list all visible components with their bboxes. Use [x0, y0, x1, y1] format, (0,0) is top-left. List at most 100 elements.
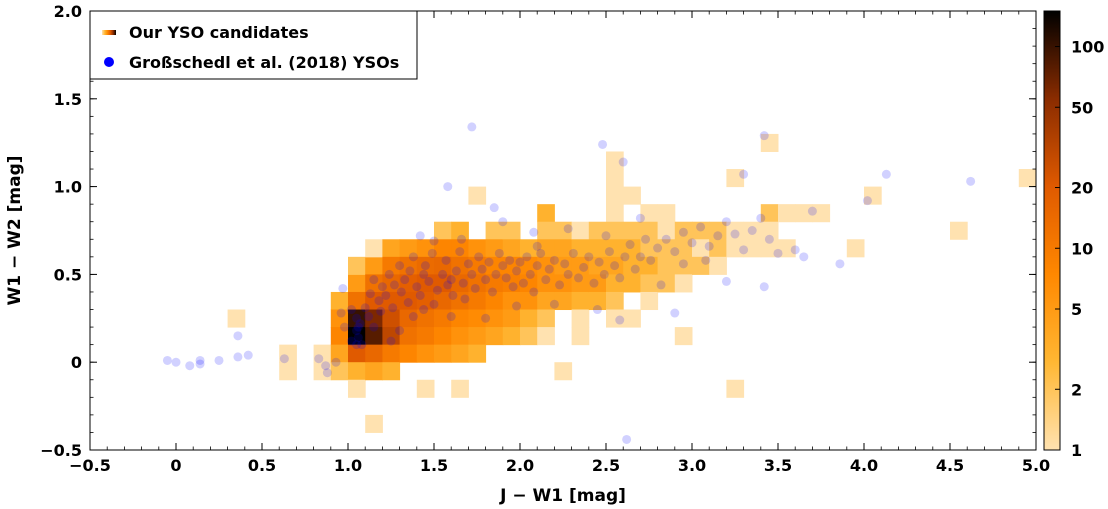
scatter-point: [388, 303, 398, 313]
heatmap-bin: [537, 291, 555, 311]
scatter-point: [408, 252, 418, 262]
heatmap-bin: [537, 256, 555, 275]
scatter-point: [448, 290, 458, 300]
heatmap-bin: [606, 309, 624, 328]
scatter-point: [494, 248, 504, 258]
scatter-point: [376, 306, 386, 316]
scatter-point: [759, 131, 769, 141]
heatmap-bin: [451, 256, 469, 275]
x-tick-label: 1.0: [334, 456, 362, 475]
scatter-point: [730, 229, 740, 239]
scatter-point: [525, 269, 535, 279]
scatter-point: [518, 278, 528, 288]
heatmap-bin: [365, 344, 383, 363]
scatter-point: [395, 261, 405, 271]
heatmap-bin: [537, 221, 555, 240]
heatmap-bin: [674, 256, 693, 275]
scatter-point: [721, 217, 731, 227]
scatter-point: [484, 257, 494, 267]
heatmap-bin: [451, 221, 469, 240]
heatmap-bin: [416, 274, 435, 293]
x-tick-label: 1.5: [420, 456, 448, 475]
heatmap-bin: [657, 221, 676, 240]
scatter-point: [451, 266, 461, 276]
heatmap-bin: [520, 274, 538, 293]
heatmap-bin: [485, 256, 504, 275]
heatmap-bin: [846, 239, 865, 258]
scatter-point: [352, 313, 362, 323]
scatter-point: [532, 261, 542, 271]
scatter-point: [573, 273, 583, 283]
scatter-point: [346, 336, 356, 346]
scatter-point: [522, 252, 532, 262]
heatmap-bin: [451, 291, 469, 311]
heatmap-bin: [382, 327, 401, 346]
scatter-point: [563, 269, 573, 279]
heatmap-bin: [537, 274, 555, 293]
colorbar-ticks: 1 2 5 10 20 50 100: [1055, 38, 1104, 460]
legend-marker-gradient: [102, 30, 116, 35]
scatter-point: [501, 273, 511, 283]
heatmap-bin: [399, 274, 418, 293]
heatmap-bin: [468, 344, 487, 363]
heatmap-bin: [502, 221, 521, 240]
scatter-point: [604, 247, 614, 257]
heatmap-bin: [606, 151, 624, 170]
heatmap-bin: [623, 309, 641, 328]
scatter-point: [233, 352, 243, 362]
heatmap-bin: [709, 221, 727, 240]
heatmap-bin: [537, 204, 555, 223]
scatter-point: [512, 301, 522, 311]
scatter-point: [353, 333, 363, 343]
scatter-point: [331, 357, 341, 367]
heatmap-bin: [399, 344, 418, 363]
heatmap-bin: [623, 239, 641, 258]
heatmap-bin: [348, 362, 366, 381]
scatter-point: [395, 326, 405, 336]
scatter-point: [592, 305, 602, 315]
heatmap-bin: [657, 256, 676, 275]
scatter-point: [594, 257, 604, 267]
heatmap-bin: [348, 274, 366, 293]
heatmap-bin: [313, 362, 332, 381]
heatmap-bin: [468, 239, 487, 258]
scatter-point: [635, 213, 645, 223]
heatmap-bin: [554, 362, 573, 381]
scatter-point: [835, 259, 845, 269]
heatmap-bin: [348, 327, 366, 346]
heatmap-bin: [623, 221, 641, 240]
scatter-point: [610, 261, 620, 271]
heatmap-bin: [399, 327, 418, 346]
scatter-point: [369, 322, 379, 332]
y-axis-title: W1 − W2 [mag]: [5, 155, 25, 305]
heatmap-bin: [726, 169, 745, 188]
heatmap-bin: [365, 414, 383, 433]
heatmap-bin: [416, 379, 435, 398]
legend-label-yso-candidates: Our YSO candidates: [129, 23, 309, 42]
scatter-point: [799, 252, 809, 262]
scatter-point: [532, 241, 542, 251]
heatmap-bin: [588, 221, 607, 240]
heatmap-bin: [485, 274, 504, 293]
heatmap-bin: [606, 186, 624, 205]
x-tick-label: 0: [170, 456, 181, 475]
scatter-point: [429, 236, 439, 246]
heatmap-bin: [588, 274, 607, 293]
x-tick-label: 4.0: [850, 456, 878, 475]
x-tick-label: 5.0: [1022, 456, 1050, 475]
heatmap-bin: [657, 204, 676, 223]
heatmap-bin: [623, 186, 641, 205]
heatmap-bin: [330, 344, 349, 363]
heatmap-bin: [571, 239, 590, 258]
scatter-point: [477, 264, 487, 274]
heatmap-bin: [795, 204, 813, 223]
scatter-point: [377, 282, 387, 292]
x-tick-label: 2.0: [506, 456, 534, 475]
colorbar-tick-label: 1: [1071, 441, 1082, 460]
heatmap-bin: [520, 327, 538, 346]
scatter-point: [360, 303, 370, 313]
heatmap-bin: [743, 221, 762, 240]
heatmap-bin: [330, 291, 349, 311]
scatter-point: [467, 122, 477, 132]
heatmap-bin: [434, 239, 452, 258]
